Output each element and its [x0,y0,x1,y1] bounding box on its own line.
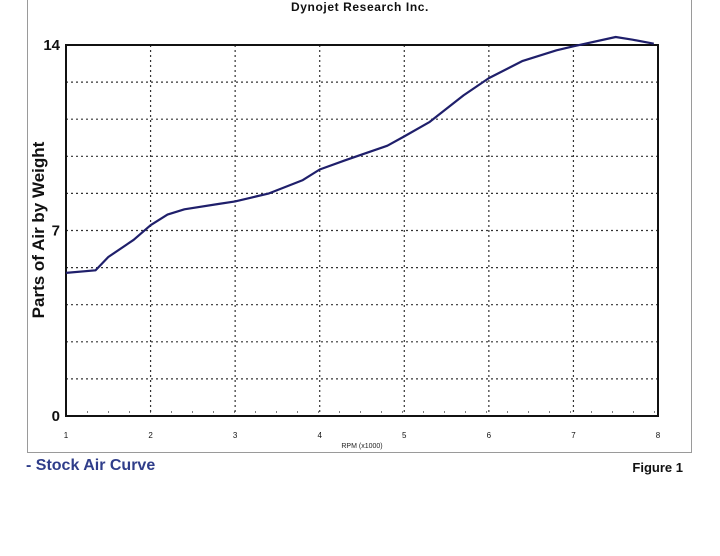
x-tick-labels: 1 2 3 4 5 6 7 8 [64,431,661,440]
y-tick-label: 7 [52,223,60,240]
caption-figure-number: Figure 1 [632,460,683,475]
x-tick-label: 5 [402,431,407,440]
chart-frame [27,0,692,453]
x-axis-label: RPM (x1000) [341,443,382,450]
grid-lines [66,45,658,416]
x-tick-label: 4 [317,431,322,440]
caption-stock-air-curve: - Stock Air Curve [26,457,156,474]
series-line [65,35,655,274]
y-tick-labels: 0 7 14 [43,37,60,425]
y-tick-label: 0 [52,408,60,425]
y-tick-label: 14 [43,37,60,54]
chart-title: Dynojet Research Inc. [291,0,429,14]
x-tick-label: 8 [656,431,661,440]
x-tick-label: 3 [233,431,238,440]
x-tick-label: 1 [64,431,69,440]
x-tick-label: 7 [571,431,576,440]
plot-border [65,44,659,417]
x-tick-label: 6 [487,431,492,440]
x-tick-label: 2 [148,431,153,440]
